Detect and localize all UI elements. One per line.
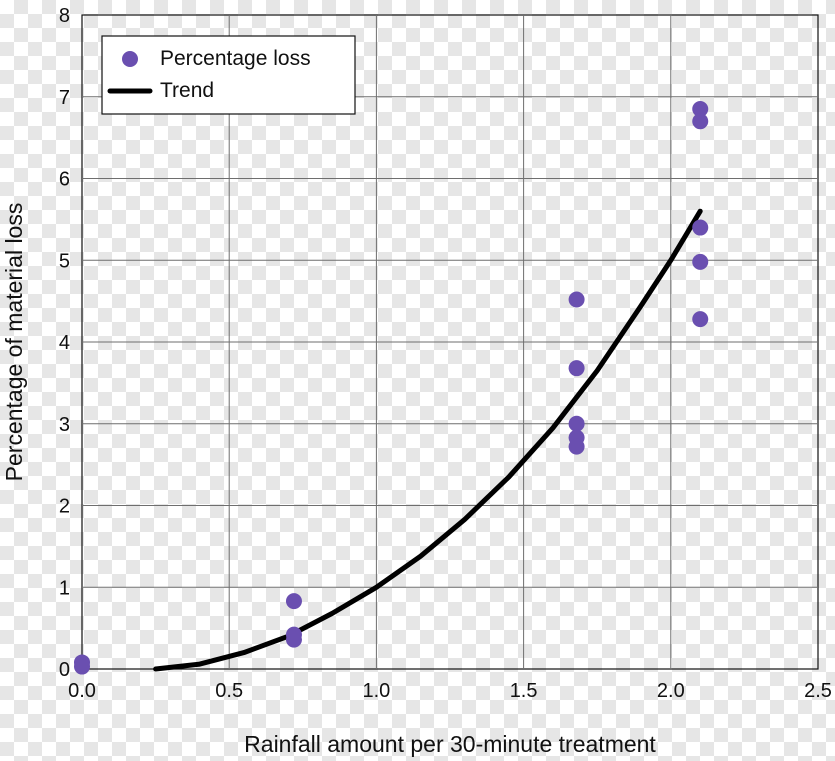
data-point bbox=[692, 219, 709, 236]
x-tick-label: 0.0 bbox=[68, 680, 96, 702]
legend-marker-points bbox=[122, 51, 138, 67]
data-point bbox=[568, 438, 585, 455]
data-point bbox=[74, 658, 90, 675]
legend-box bbox=[101, 35, 356, 115]
data-point bbox=[692, 253, 709, 270]
y-tick-label: 3 bbox=[59, 414, 70, 436]
x-tick-label: 1.0 bbox=[362, 680, 390, 702]
trend-line bbox=[153, 208, 703, 672]
y-tick-label: 0 bbox=[59, 659, 70, 681]
data-point bbox=[568, 291, 585, 308]
x-tick-label: 2.0 bbox=[657, 680, 685, 702]
data-point bbox=[692, 311, 709, 328]
y-tick-label: 2 bbox=[59, 496, 70, 518]
x-axis-tick-labels: 0.0 0.5 1.0 1.5 2.0 2.5 bbox=[68, 680, 832, 702]
y-tick-label: 5 bbox=[59, 250, 70, 272]
y-tick-label: 8 bbox=[59, 5, 70, 27]
x-axis-title: Rainfall amount per 30-minute treatment bbox=[244, 731, 656, 757]
series-layer bbox=[74, 101, 709, 675]
y-tick-label: 6 bbox=[59, 169, 70, 191]
y-axis-tick-labels: 0 1 2 3 4 5 6 7 8 bbox=[59, 5, 70, 681]
data-point bbox=[692, 113, 709, 130]
data-point bbox=[692, 101, 709, 118]
data-point bbox=[285, 593, 302, 610]
data-point bbox=[568, 415, 585, 432]
x-tick-label: 0.5 bbox=[215, 680, 243, 702]
data-point bbox=[568, 360, 585, 377]
data-point bbox=[285, 631, 302, 648]
x-tick-label: 1.5 bbox=[510, 680, 538, 702]
y-tick-label: 7 bbox=[59, 87, 70, 109]
y-tick-label: 4 bbox=[59, 332, 70, 354]
y-axis-title: Percentage of material loss bbox=[1, 203, 27, 482]
y-tick-label: 1 bbox=[59, 577, 70, 599]
legend: Percentage loss Trend bbox=[101, 35, 356, 115]
legend-label-trend: Trend bbox=[160, 79, 214, 102]
x-tick-label: 2.5 bbox=[804, 680, 832, 702]
legend-label-points: Percentage loss bbox=[160, 47, 311, 70]
